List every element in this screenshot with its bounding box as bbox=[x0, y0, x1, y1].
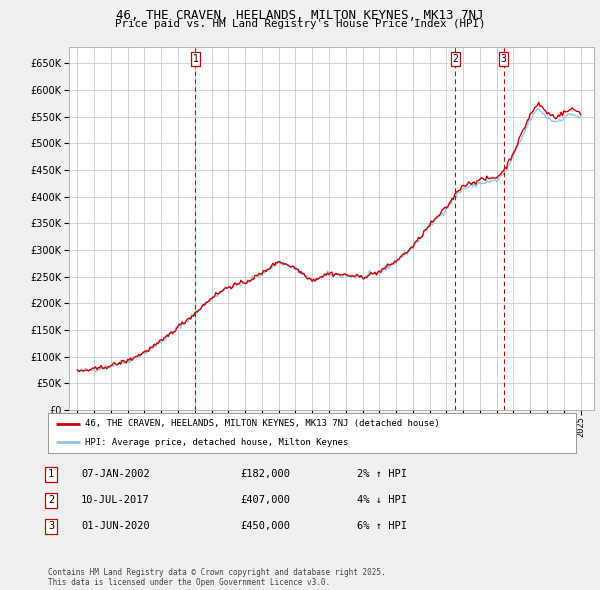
Text: £182,000: £182,000 bbox=[240, 470, 290, 479]
Text: 2: 2 bbox=[48, 496, 54, 505]
Text: HPI: Average price, detached house, Milton Keynes: HPI: Average price, detached house, Milt… bbox=[85, 438, 349, 447]
Text: 6% ↑ HPI: 6% ↑ HPI bbox=[357, 522, 407, 531]
Text: 3: 3 bbox=[501, 54, 506, 64]
Text: 3: 3 bbox=[48, 522, 54, 531]
Text: 07-JAN-2002: 07-JAN-2002 bbox=[81, 470, 150, 479]
Text: Contains HM Land Registry data © Crown copyright and database right 2025.
This d: Contains HM Land Registry data © Crown c… bbox=[48, 568, 386, 587]
Text: 2: 2 bbox=[452, 54, 458, 64]
Text: 46, THE CRAVEN, HEELANDS, MILTON KEYNES, MK13 7NJ: 46, THE CRAVEN, HEELANDS, MILTON KEYNES,… bbox=[116, 9, 484, 22]
Text: 4% ↓ HPI: 4% ↓ HPI bbox=[357, 496, 407, 505]
Text: 10-JUL-2017: 10-JUL-2017 bbox=[81, 496, 150, 505]
Text: 01-JUN-2020: 01-JUN-2020 bbox=[81, 522, 150, 531]
Text: 1: 1 bbox=[48, 470, 54, 479]
Text: 1: 1 bbox=[193, 54, 199, 64]
Text: £407,000: £407,000 bbox=[240, 496, 290, 505]
Text: Price paid vs. HM Land Registry's House Price Index (HPI): Price paid vs. HM Land Registry's House … bbox=[115, 19, 485, 29]
Text: 2% ↑ HPI: 2% ↑ HPI bbox=[357, 470, 407, 479]
Text: £450,000: £450,000 bbox=[240, 522, 290, 531]
Text: 46, THE CRAVEN, HEELANDS, MILTON KEYNES, MK13 7NJ (detached house): 46, THE CRAVEN, HEELANDS, MILTON KEYNES,… bbox=[85, 419, 440, 428]
